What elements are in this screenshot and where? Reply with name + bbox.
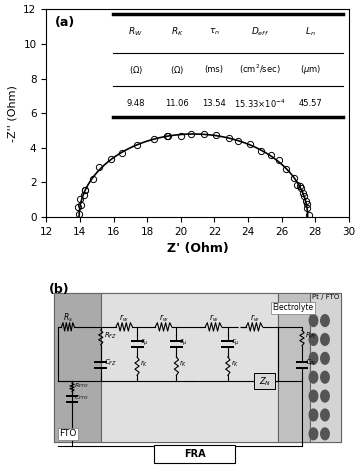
- Circle shape: [321, 390, 329, 402]
- Circle shape: [321, 352, 329, 364]
- Circle shape: [321, 334, 329, 345]
- Text: FRA: FRA: [184, 449, 205, 459]
- Circle shape: [321, 428, 329, 440]
- Text: (b): (b): [49, 283, 69, 296]
- Text: Pt / FTO: Pt / FTO: [312, 295, 339, 300]
- Text: $r_w$: $r_w$: [209, 313, 218, 324]
- FancyBboxPatch shape: [54, 293, 101, 442]
- Text: Electrolyte: Electrolyte: [272, 304, 314, 313]
- Y-axis label: -Z'' (Ohm): -Z'' (Ohm): [8, 85, 18, 141]
- FancyBboxPatch shape: [101, 293, 278, 442]
- Circle shape: [309, 409, 318, 421]
- FancyBboxPatch shape: [54, 293, 341, 442]
- FancyBboxPatch shape: [310, 293, 341, 442]
- Circle shape: [309, 371, 318, 383]
- Circle shape: [309, 315, 318, 327]
- Text: $c_\mu$: $c_\mu$: [179, 338, 188, 348]
- Circle shape: [309, 428, 318, 440]
- FancyBboxPatch shape: [255, 374, 275, 389]
- Text: $r_K$: $r_K$: [140, 359, 148, 369]
- FancyBboxPatch shape: [154, 445, 235, 463]
- Text: $Z_N$: $Z_N$: [259, 375, 271, 388]
- Text: $R_{FZ}$: $R_{FZ}$: [104, 330, 117, 341]
- Circle shape: [309, 334, 318, 345]
- Circle shape: [321, 371, 329, 383]
- Text: $C_{FZ}$: $C_{FZ}$: [104, 358, 117, 368]
- Text: $R_{Pt}$: $R_{Pt}$: [305, 331, 316, 341]
- Text: $r_w$: $r_w$: [159, 313, 168, 324]
- FancyBboxPatch shape: [278, 293, 310, 442]
- Text: $R_{FTO}$: $R_{FTO}$: [74, 381, 89, 390]
- Text: $r_K$: $r_K$: [179, 359, 188, 369]
- Text: $C_{FTO}$: $C_{FTO}$: [74, 393, 89, 402]
- Text: (a): (a): [56, 16, 75, 29]
- Circle shape: [309, 352, 318, 364]
- Text: $r_K$: $r_K$: [231, 359, 239, 369]
- Text: $R_s$: $R_s$: [63, 312, 73, 324]
- Text: $c_\mu$: $c_\mu$: [231, 338, 239, 348]
- Text: $C_{Pt}$: $C_{Pt}$: [305, 358, 316, 368]
- Text: FTO: FTO: [59, 429, 77, 439]
- Circle shape: [321, 315, 329, 327]
- Text: $c_\mu$: $c_\mu$: [140, 338, 148, 348]
- Circle shape: [309, 390, 318, 402]
- Text: $r_w$: $r_w$: [119, 313, 129, 324]
- Text: $r_w$: $r_w$: [250, 313, 259, 324]
- Circle shape: [321, 409, 329, 421]
- X-axis label: Z' (Ohm): Z' (Ohm): [167, 243, 229, 255]
